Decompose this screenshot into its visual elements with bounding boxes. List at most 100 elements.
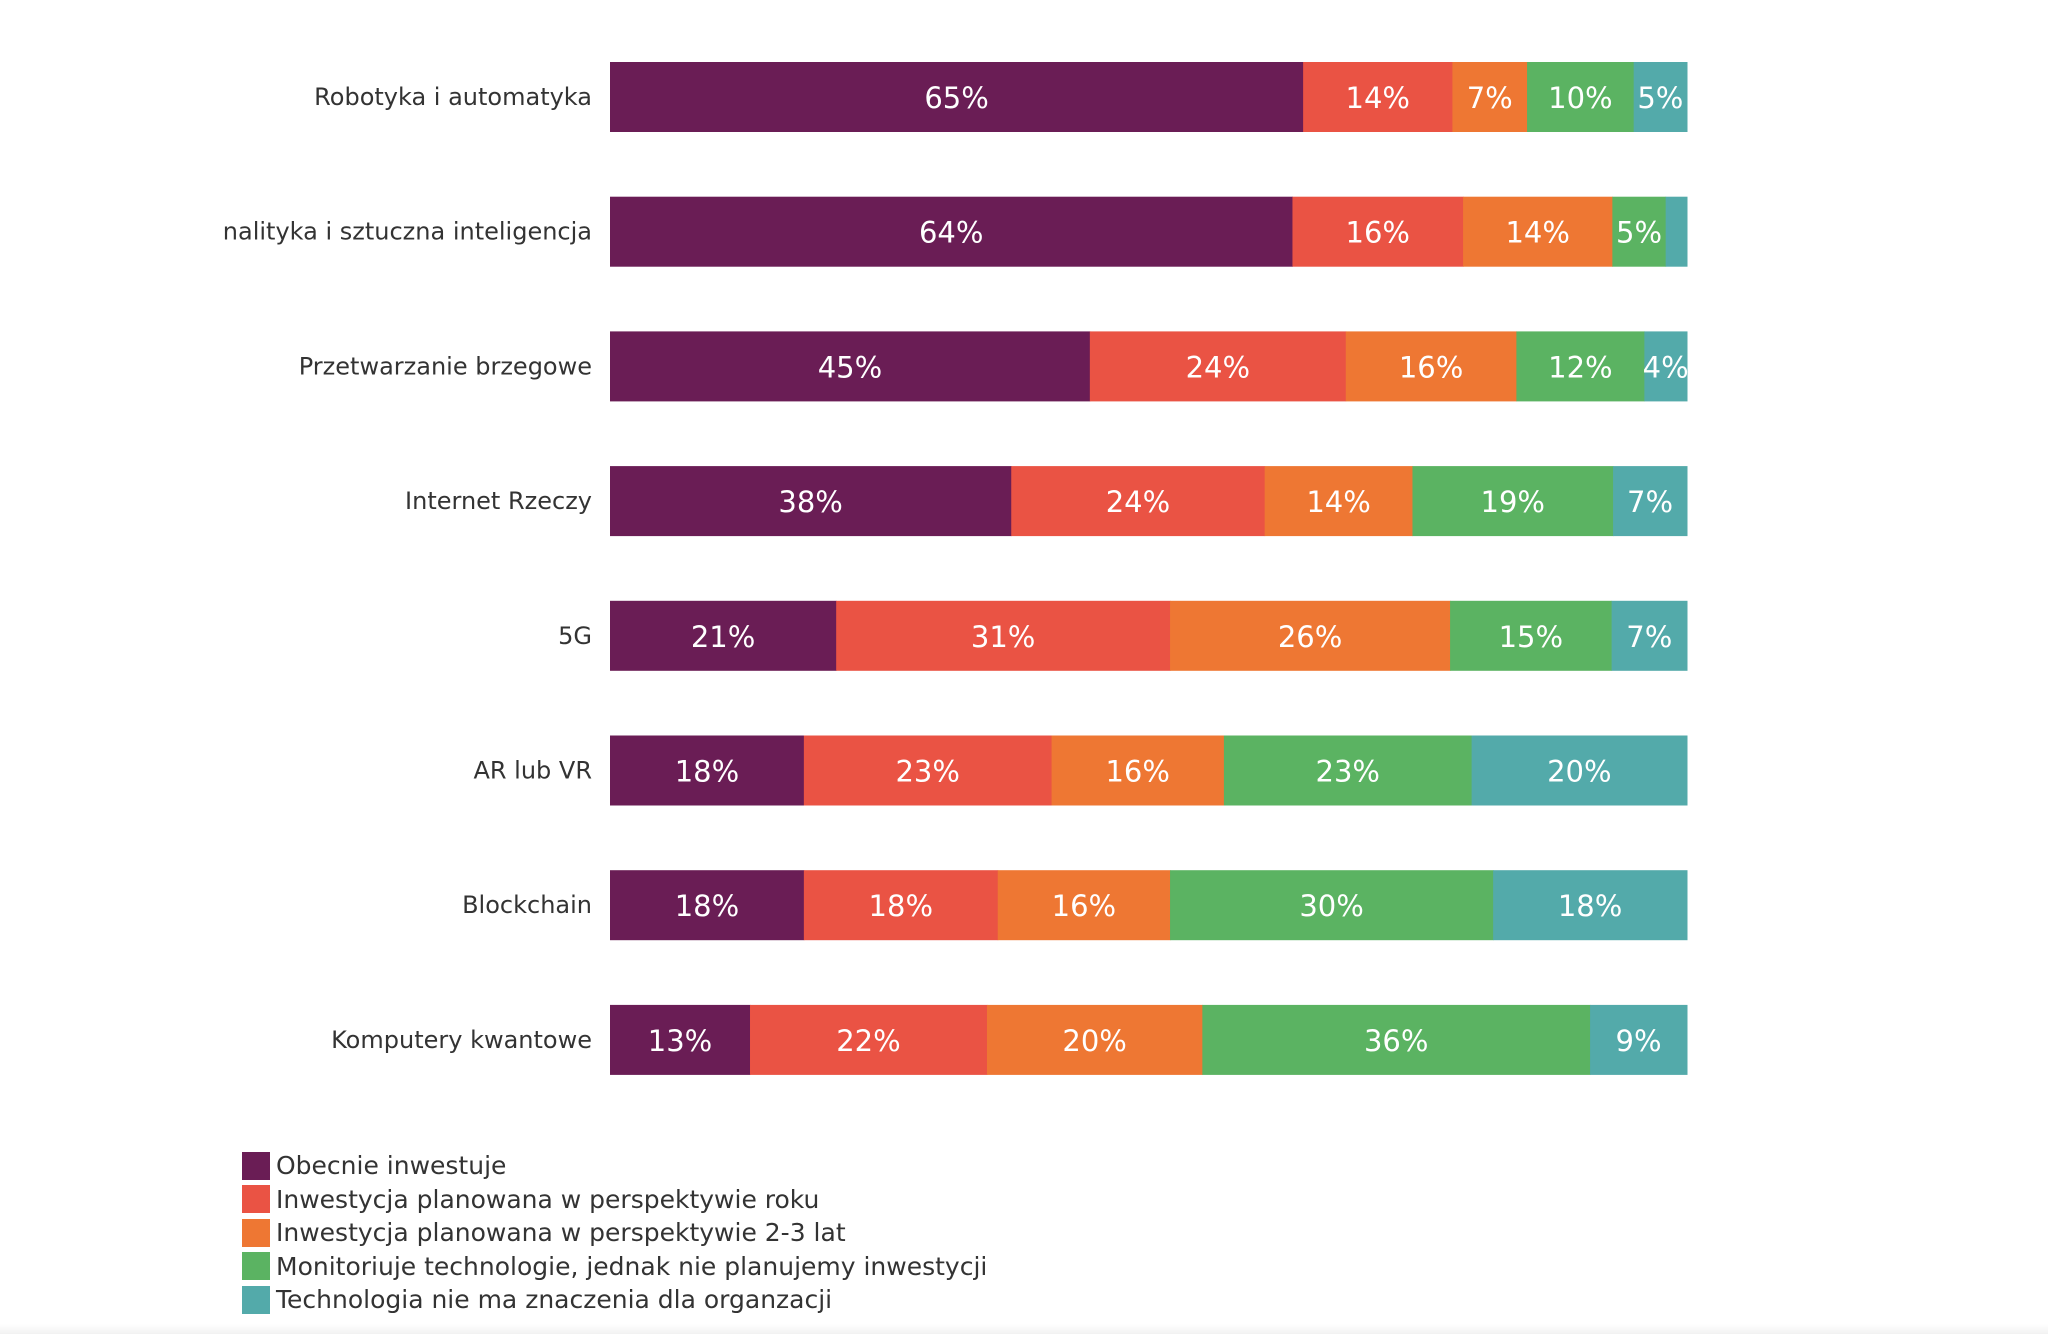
data-label-robotyka-i-automatyka-series-3: 7%	[1467, 81, 1513, 115]
data-label-ar-lub-vr-series-3: 16%	[1105, 755, 1169, 789]
bar-segment-blockchain-series-5	[1493, 870, 1688, 941]
bar-segment-ar-lub-vr-series-2	[803, 735, 1053, 806]
legend-swatch-4	[242, 1252, 270, 1281]
category-label-robotyka-i-automatyka: Robotyka i automatyka	[314, 83, 592, 111]
data-label-internet-rzeczy-series-4: 19%	[1481, 485, 1545, 519]
data-label-blockchain-series-5: 18%	[1558, 889, 1622, 923]
bar-segment-internet-rzeczy-series-5	[1613, 466, 1688, 537]
bar-segment-robotyka-i-automatyka-series-1	[610, 62, 1304, 132]
legend-item-2: Inwestycja planowana w perspektywie roku	[242, 1183, 987, 1217]
bar-segment-nalityka-i-sztuczna-inteligencja-series-2	[1292, 196, 1464, 267]
bar-segment-komputery-kwantowe-series-3	[986, 1004, 1203, 1075]
bar-segment-przetwarzanie-brzegowe-series-2	[1089, 331, 1347, 402]
data-label-komputery-kwantowe-series-1: 13%	[648, 1024, 712, 1058]
legend-swatch-5	[242, 1285, 270, 1314]
data-label-blockchain-series-4: 30%	[1299, 889, 1363, 923]
bar-segment-nalityka-i-sztuczna-inteligencja-series-5	[1665, 196, 1688, 267]
data-label-przetwarzanie-brzegowe-series-3: 16%	[1399, 350, 1463, 384]
bar-segment-komputery-kwantowe-series-5	[1590, 1004, 1688, 1075]
legend-item-1: Obecnie inwestuje	[242, 1149, 987, 1183]
data-label-ar-lub-vr-series-4: 23%	[1316, 755, 1380, 789]
bar-segment-ar-lub-vr-series-3	[1051, 735, 1225, 806]
data-label-robotyka-i-automatyka-series-5: 5%	[1637, 81, 1683, 115]
category-label-ar-lub-vr: AR lub VR	[473, 757, 592, 785]
data-label-5g-series-3: 26%	[1278, 620, 1342, 654]
legend-item-4: Monitoriuje technologie, jednak nie plan…	[242, 1250, 987, 1284]
bar-segment-5g-series-5	[1611, 600, 1688, 671]
data-label-nalityka-i-sztuczna-inteligencja-series-4: 5%	[1616, 216, 1662, 250]
bar-segment-5g-series-3	[1170, 600, 1451, 671]
data-label-nalityka-i-sztuczna-inteligencja-series-1: 64%	[919, 216, 983, 250]
data-label-robotyka-i-automatyka-series-4: 10%	[1548, 81, 1612, 115]
bar-segment-5g-series-4	[1450, 600, 1613, 671]
bar-segment-robotyka-i-automatyka-series-4	[1527, 62, 1635, 132]
bar-segment-ar-lub-vr-series-4	[1223, 735, 1473, 806]
data-label-5g-series-4: 15%	[1499, 620, 1563, 654]
data-label-blockchain-series-2: 18%	[869, 889, 933, 923]
legend-swatch-1	[242, 1151, 270, 1180]
legend-item-5: Technologia nie ma znaczenia dla organza…	[242, 1283, 987, 1317]
bar-segment-ar-lub-vr-series-5	[1471, 735, 1688, 806]
bar-segment-internet-rzeczy-series-2	[1011, 466, 1266, 537]
category-label-komputery-kwantowe: Komputery kwantowe	[331, 1026, 592, 1054]
bar-segment-nalityka-i-sztuczna-inteligencja-series-1	[610, 196, 1293, 267]
data-label-internet-rzeczy-series-2: 24%	[1106, 485, 1170, 519]
bar-segment-internet-rzeczy-series-3	[1264, 466, 1413, 537]
data-label-przetwarzanie-brzegowe-series-4: 12%	[1548, 350, 1612, 384]
data-label-5g-series-2: 31%	[971, 620, 1035, 654]
bar-segment-robotyka-i-automatyka-series-2	[1303, 62, 1453, 132]
category-label-przetwarzanie-brzegowe: Przetwarzanie brzegowe	[299, 352, 592, 380]
legend-label-4: Monitoriuje technologie, jednak nie plan…	[276, 1251, 988, 1281]
bar-segment-blockchain-series-2	[803, 870, 999, 941]
data-label-przetwarzanie-brzegowe-series-1: 45%	[818, 350, 882, 384]
data-label-robotyka-i-automatyka-series-2: 14%	[1346, 81, 1410, 115]
bar-segment-nalityka-i-sztuczna-inteligencja-series-4	[1612, 196, 1667, 267]
data-label-internet-rzeczy-series-5: 7%	[1627, 485, 1673, 519]
legend-label-3: Inwestycja planowana w perspektywie 2-3 …	[276, 1218, 846, 1248]
legend-swatch-3	[242, 1218, 270, 1247]
data-label-komputery-kwantowe-series-4: 36%	[1364, 1024, 1428, 1058]
bar-segment-przetwarzanie-brzegowe-series-5	[1644, 331, 1688, 402]
bar-segment-blockchain-series-3	[997, 870, 1171, 941]
category-label-nalityka-i-sztuczna-inteligencja: nalityka i sztuczna inteligencja	[223, 218, 592, 246]
category-label-internet-rzeczy: Internet Rzeczy	[405, 487, 592, 515]
data-label-nalityka-i-sztuczna-inteligencja-series-3: 14%	[1505, 216, 1569, 250]
legend-label-2: Inwestycja planowana w perspektywie roku	[276, 1184, 820, 1214]
bar-segment-blockchain-series-1	[610, 870, 805, 941]
bar-segment-robotyka-i-automatyka-series-5	[1633, 62, 1688, 132]
data-label-robotyka-i-automatyka-series-1: 65%	[924, 81, 988, 115]
bottom-edge-shade	[0, 1324, 2048, 1334]
bar-segment-robotyka-i-automatyka-series-3	[1452, 62, 1528, 132]
data-label-nalityka-i-sztuczna-inteligencja-series-2: 16%	[1346, 216, 1410, 250]
data-label-przetwarzanie-brzegowe-series-2: 24%	[1186, 350, 1250, 384]
bar-segment-5g-series-2	[836, 600, 1171, 671]
bar-segment-nalityka-i-sztuczna-inteligencja-series-3	[1463, 196, 1613, 267]
data-label-komputery-kwantowe-series-5: 9%	[1616, 1024, 1662, 1058]
bar-segment-komputery-kwantowe-series-2	[750, 1004, 988, 1075]
bar-segment-blockchain-series-4	[1170, 870, 1494, 941]
data-label-komputery-kwantowe-series-3: 20%	[1062, 1024, 1126, 1058]
bar-segment-5g-series-1	[610, 600, 837, 671]
data-label-blockchain-series-1: 18%	[675, 889, 739, 923]
data-label-internet-rzeczy-series-1: 38%	[778, 485, 842, 519]
data-label-komputery-kwantowe-series-2: 22%	[836, 1024, 900, 1058]
legend-label-5: Technologia nie ma znaczenia dla organza…	[276, 1285, 833, 1315]
bar-segment-internet-rzeczy-series-4	[1412, 466, 1614, 537]
data-label-ar-lub-vr-series-2: 23%	[895, 755, 959, 789]
bar-segment-przetwarzanie-brzegowe-series-4	[1516, 331, 1645, 402]
bar-segment-komputery-kwantowe-series-4	[1202, 1004, 1591, 1075]
bar-segment-internet-rzeczy-series-1	[610, 466, 1012, 537]
data-label-blockchain-series-3: 16%	[1052, 889, 1116, 923]
data-label-5g-series-1: 21%	[691, 620, 755, 654]
bar-segment-przetwarzanie-brzegowe-series-1	[610, 331, 1091, 402]
data-label-internet-rzeczy-series-3: 14%	[1306, 485, 1370, 519]
data-label-przetwarzanie-brzegowe-series-5: 4%	[1643, 350, 1689, 384]
legend-item-3: Inwestycja planowana w perspektywie 2-3 …	[242, 1216, 987, 1250]
bar-segment-przetwarzanie-brzegowe-series-3	[1345, 331, 1517, 402]
data-label-ar-lub-vr-series-5: 20%	[1547, 755, 1611, 789]
data-label-5g-series-5: 7%	[1626, 620, 1672, 654]
bar-segment-ar-lub-vr-series-1	[610, 735, 805, 806]
bar-segment-komputery-kwantowe-series-1	[610, 1004, 751, 1075]
